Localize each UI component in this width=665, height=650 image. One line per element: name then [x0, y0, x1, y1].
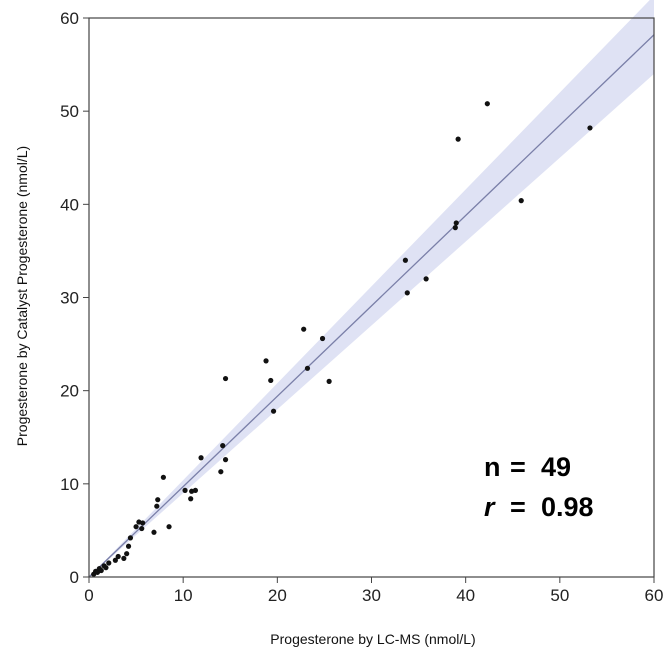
x-tick-label: 20: [268, 586, 287, 605]
data-point: [112, 557, 118, 563]
x-axis-title: Progesterone by LC-MS (nmol/L): [270, 631, 475, 647]
data-point: [127, 535, 134, 541]
data-point: [402, 257, 408, 263]
data-point: [133, 524, 139, 530]
y-axis-title: Progesterone by Catalyst Progesterone (n…: [14, 146, 30, 446]
data-point: [106, 560, 112, 566]
y-tick-label: 20: [60, 382, 79, 401]
r-label: r: [484, 492, 496, 522]
x-tick-label: 10: [174, 586, 193, 605]
data-point: [160, 474, 166, 480]
regression-line: [88, 34, 655, 578]
confidence-band-layer: [89, 0, 654, 577]
data-point: [220, 443, 226, 449]
axis-ticks-layer: 0 10 20 30 40 50 60 0 10 20 30 40 50 60: [60, 9, 663, 605]
data-point: [268, 377, 274, 384]
stats-annotation: n = 49 r = 0.98: [484, 452, 594, 522]
data-point: [304, 365, 311, 371]
data-point: [301, 326, 307, 332]
data-point: [182, 487, 188, 493]
data-point: [218, 469, 224, 475]
x-tick-label: 30: [362, 586, 381, 605]
y-tick-label: 40: [60, 195, 79, 214]
data-point: [121, 555, 127, 561]
data-point: [154, 503, 160, 509]
data-point: [198, 455, 204, 461]
r-equals: =: [510, 492, 526, 522]
y-tick-label: 30: [60, 289, 79, 308]
data-point: [326, 378, 332, 384]
y-tick-label: 10: [60, 475, 79, 494]
data-point: [453, 220, 459, 226]
y-tick-label: 50: [60, 102, 79, 121]
data-point: [192, 487, 199, 493]
data-point: [98, 567, 104, 574]
y-tick-label: 60: [60, 9, 79, 28]
data-point: [263, 358, 269, 364]
n-value: 49: [541, 452, 571, 482]
x-tick-label: 40: [456, 586, 475, 605]
n-label: n: [484, 452, 501, 482]
data-point: [452, 225, 458, 231]
data-point: [155, 497, 161, 503]
data-point: [115, 553, 121, 560]
data-point: [139, 525, 145, 532]
data-point: [188, 496, 194, 502]
y-tick-label: 0: [70, 568, 79, 587]
data-point: [270, 408, 277, 414]
data-point: [518, 198, 524, 204]
regression-line-layer: [88, 34, 655, 578]
data-point: [222, 375, 229, 382]
data-point: [140, 520, 146, 526]
data-point: [484, 101, 490, 107]
confidence-band: [89, 0, 654, 577]
data-point: [124, 551, 130, 557]
x-tick-label: 50: [550, 586, 569, 605]
data-point: [587, 125, 593, 131]
data-point: [404, 290, 410, 296]
data-point: [166, 524, 172, 530]
data-point: [455, 136, 461, 142]
n-equals: =: [510, 452, 526, 482]
data-point: [151, 529, 157, 535]
x-tick-label: 60: [645, 586, 664, 605]
data-point: [319, 335, 326, 342]
data-point: [103, 565, 109, 571]
data-point: [423, 276, 429, 282]
x-tick-label: 0: [84, 586, 93, 605]
data-point: [222, 457, 229, 463]
data-points-layer: [91, 101, 593, 577]
r-value: 0.98: [541, 492, 594, 522]
data-point: [125, 543, 132, 549]
